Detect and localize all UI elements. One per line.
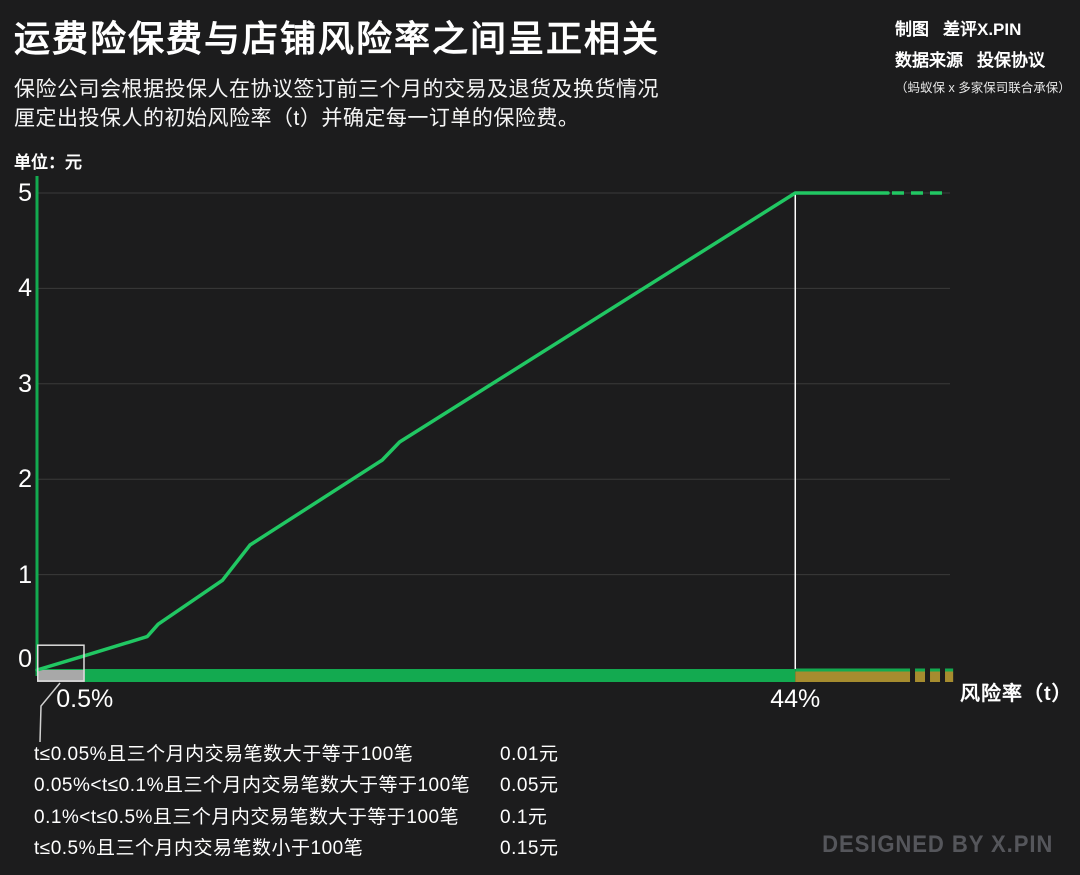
credit-source: 数据来源 投保协议 bbox=[895, 46, 1075, 71]
leader-line bbox=[39, 682, 61, 743]
table-row: t≤0.05%且三个月内交易笔数大于等于100笔 0.01元 bbox=[34, 742, 734, 768]
y-tick-label: 3 bbox=[18, 369, 32, 398]
table-row-condition: t≤0.05%且三个月内交易笔数大于等于100笔 bbox=[34, 744, 414, 765]
table-row-premium: 0.1元 bbox=[500, 807, 548, 828]
credit-author: 制图 差评X.PIN bbox=[895, 15, 1075, 40]
zoom-box-outline bbox=[37, 644, 85, 682]
page-title: 运费险保费与店铺风险率之间呈正相关 bbox=[14, 18, 661, 59]
table-row: t≤0.5%且三个月内交易笔数小于100笔 0.15元 bbox=[34, 836, 734, 862]
table-row: 0.1%<t≤0.5%且三个月内交易笔数大于等于100笔 0.1元 bbox=[34, 805, 734, 831]
y-tick-label: 1 bbox=[18, 560, 32, 589]
x-tick-label: 44% bbox=[770, 685, 821, 713]
x-axis-bar-green bbox=[37, 669, 796, 682]
designed-by-watermark: DESIGNED BY X.PIN bbox=[821, 831, 1053, 858]
credit-source-label: 数据来源 bbox=[895, 51, 963, 70]
y-tick-label: 5 bbox=[18, 179, 32, 207]
y-axis-unit-label: 单位：元 bbox=[14, 153, 82, 172]
x-axis-bar-yellow bbox=[795, 671, 911, 682]
credits-block: 制图 差评X.PIN 数据来源 投保协议 （蚂蚁保 x 多家保司联合承保） bbox=[895, 15, 1075, 96]
x-axis-title: 风险率（t） bbox=[960, 683, 1073, 705]
subtitle-line-2: 厘定出投保人的初始风险率（t）并确定每一订单的保险费。 bbox=[14, 106, 580, 130]
table-row-condition: 0.05%<t≤0.1%且三个月内交易笔数大于等于100笔 bbox=[34, 775, 471, 796]
credit-author-value: 差评X.PIN bbox=[943, 20, 1022, 39]
credit-source-value: 投保协议 bbox=[977, 51, 1045, 70]
credit-note: （蚂蚁保 x 多家保司联合承保） bbox=[895, 81, 1071, 95]
subtitle: 保险公司会根据投保人在协议签订前三个月的交易及退货及换货情况 厘定出投保人的初始… bbox=[14, 76, 659, 133]
y-tick-label: 4 bbox=[18, 274, 32, 303]
y-tick-label: 0 bbox=[18, 645, 32, 673]
table-row-premium: 0.05元 bbox=[500, 775, 559, 796]
x-axis-bar-gray-segment bbox=[37, 670, 85, 682]
table-row-condition: t≤0.5%且三个月内交易笔数小于100笔 bbox=[34, 838, 364, 859]
table-row-premium: 0.01元 bbox=[500, 744, 559, 765]
premium-curve bbox=[35, 191, 890, 672]
subtitle-line-1: 保险公司会根据投保人在协议签订前三个月的交易及退货及换货情况 bbox=[14, 78, 659, 101]
table-row-condition: 0.1%<t≤0.5%且三个月内交易笔数大于等于100笔 bbox=[34, 807, 460, 828]
table-row-premium: 0.15元 bbox=[500, 838, 559, 859]
y-tick-label: 2 bbox=[18, 465, 32, 494]
credit-author-label: 制图 bbox=[895, 20, 929, 39]
x-tick-label: 0.5% bbox=[56, 685, 114, 713]
table-row: 0.05%<t≤0.1%且三个月内交易笔数大于等于100笔 0.05元 bbox=[34, 773, 734, 799]
